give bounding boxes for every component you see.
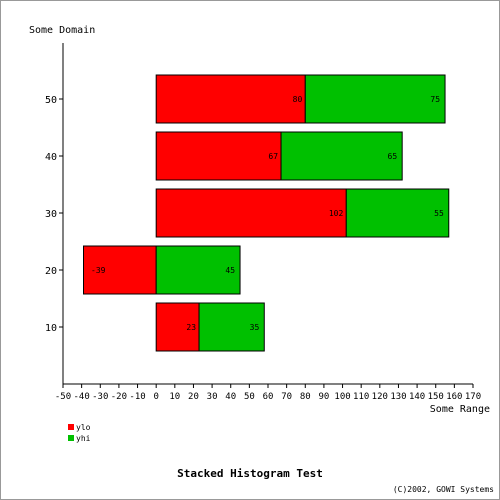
x-axis-title: Some Range [430, 404, 490, 415]
legend-swatch-ylo [68, 424, 74, 430]
y-tick-label-10: 10 [45, 323, 57, 334]
data-label-yhi-40: 65 [388, 152, 398, 161]
data-label-ylo-20: -39 [91, 266, 106, 275]
x-tick-label-80: 80 [300, 392, 311, 402]
x-tick-label--20: -20 [111, 392, 127, 402]
data-label-ylo-30: 102 [329, 209, 344, 218]
data-label-yhi-50: 75 [430, 95, 440, 104]
data-label-ylo-10: 23 [186, 323, 196, 332]
data-label-yhi-10: 35 [250, 323, 260, 332]
x-tick-label-10: 10 [169, 392, 180, 402]
bar-ylo-40 [155, 131, 282, 181]
bars-layer: 23 35 -39 45 102 55 67 65 80 75 [83, 74, 450, 352]
legend: ylo yhi [68, 423, 91, 443]
data-label-yhi-30: 55 [434, 209, 444, 218]
x-tick-label--50: -50 [55, 392, 71, 402]
x-tick-label-160: 160 [446, 392, 462, 402]
x-tick-label-0: 0 [153, 392, 158, 402]
bar-ylo-20 [83, 245, 157, 295]
x-tick-label-150: 150 [428, 392, 444, 402]
y-tick-label-30: 30 [45, 209, 57, 220]
chart-title: Stacked Histogram Test [177, 467, 323, 480]
x-tick-label-120: 120 [372, 392, 388, 402]
bar-yhi-50 [304, 74, 446, 124]
x-tick-label-30: 30 [207, 392, 218, 402]
x-tick-label-60: 60 [263, 392, 274, 402]
x-tick-label-170: 170 [465, 392, 481, 402]
x-tick-label-140: 140 [409, 392, 425, 402]
bar-ylo-30 [155, 188, 347, 238]
bar-yhi-30 [345, 188, 450, 238]
bar-ylo-10 [155, 302, 200, 352]
x-tick-label--30: -30 [92, 392, 108, 402]
axes-layer: 10 20 30 40 50 -50 -40 -30 -20 -10 0 10 20 30 40 50 60 70… [45, 43, 481, 402]
y-tick-label-50: 50 [45, 95, 57, 106]
bar-ylo-50 [155, 74, 306, 124]
data-label-ylo-40: 67 [268, 152, 278, 161]
y-tick-label-20: 20 [45, 266, 57, 277]
legend-label-yhi: yhi [76, 434, 91, 443]
x-tick-label-70: 70 [281, 392, 292, 402]
bar-yhi-20 [155, 245, 241, 295]
y-tick-label-40: 40 [45, 152, 57, 163]
y-axis-title: Some Domain [29, 25, 95, 36]
data-label-ylo-50: 80 [293, 95, 303, 104]
legend-swatch-yhi [68, 435, 74, 441]
x-tick-label--40: -40 [74, 392, 90, 402]
x-tick-label-90: 90 [318, 392, 329, 402]
bar-yhi-10 [198, 302, 265, 352]
x-tick-label--10: -10 [129, 392, 145, 402]
data-label-yhi-20: 45 [225, 266, 235, 275]
legend-label-ylo: ylo [76, 423, 91, 432]
credit-text: (C)2002, GOWI Systems [393, 485, 494, 494]
x-tick-label-40: 40 [225, 392, 236, 402]
x-tick-label-110: 110 [353, 392, 369, 402]
x-tick-label-50: 50 [244, 392, 255, 402]
x-tick-label-130: 130 [390, 392, 406, 402]
bar-yhi-40 [280, 131, 403, 181]
x-tick-label-20: 20 [188, 392, 199, 402]
x-tick-label-100: 100 [334, 392, 350, 402]
